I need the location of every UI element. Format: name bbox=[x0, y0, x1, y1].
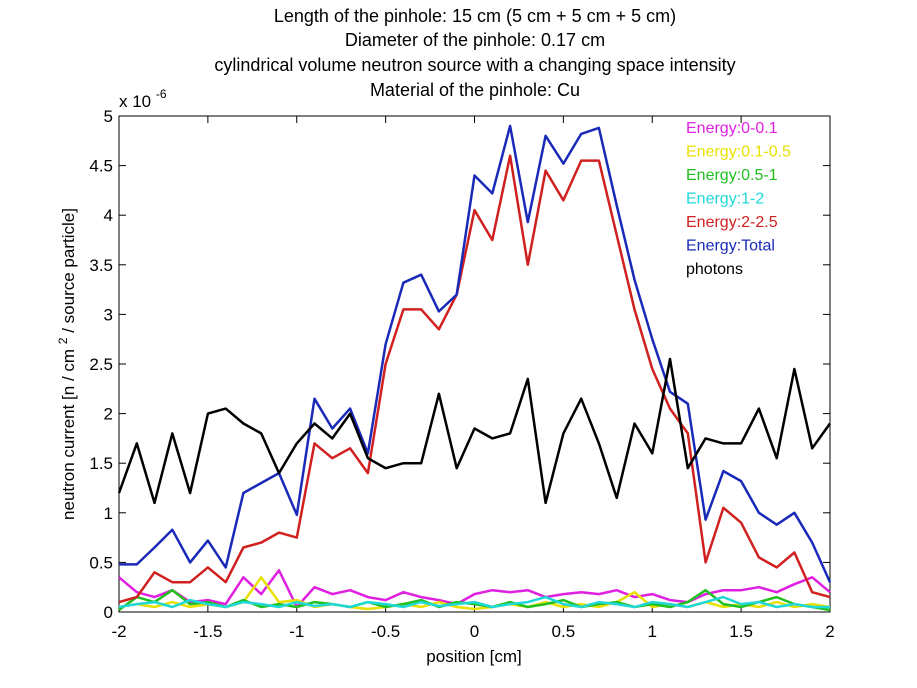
x-tick-label: -1.5 bbox=[193, 622, 222, 641]
chart-title-line-4: Material of the pinhole: Cu bbox=[370, 80, 580, 100]
legend-entry: Energy:0.5-1 bbox=[686, 167, 778, 184]
y-tick-label: 1 bbox=[104, 504, 113, 523]
tick-marks bbox=[118, 115, 831, 613]
series-line-5 bbox=[118, 154, 831, 604]
x-axis-label: position [cm] bbox=[426, 647, 521, 666]
x-tick-label: 1 bbox=[648, 622, 657, 641]
legend-entry: photons bbox=[686, 261, 743, 278]
y-tick-label: 4 bbox=[104, 206, 113, 225]
y-tick-label: 1.5 bbox=[89, 454, 113, 473]
y-tick-label: 5 bbox=[104, 107, 113, 126]
series-line-3 bbox=[118, 588, 831, 612]
y-tick-labels: 0 0.5 1 1.5 2 2.5 3 3.5 4 4.5 5 bbox=[89, 107, 113, 622]
x-tick-label: 1.5 bbox=[729, 622, 753, 641]
y-axis-label-tail: / source particle] bbox=[59, 208, 78, 333]
y-tick-label: 4.5 bbox=[89, 157, 113, 176]
series-line-6 bbox=[119, 124, 832, 583]
y-exponent-label: x 10 -6 bbox=[119, 87, 167, 111]
y-exponent-base: x 10 bbox=[119, 92, 151, 111]
y-exponent-power: -6 bbox=[156, 87, 167, 101]
y-tick-label: 2.5 bbox=[89, 355, 113, 374]
x-tick-label: -2 bbox=[111, 622, 126, 641]
y-tick-label: 3.5 bbox=[89, 256, 113, 275]
legend-entry: Energy:1-2 bbox=[686, 191, 764, 208]
x-tick-label: 2 bbox=[825, 622, 834, 641]
chart-title-line-3: cylindrical volume neutron source with a… bbox=[214, 55, 735, 75]
legend: Energy:0-0.1 Energy:0.1-0.5 Energy:0.5-1 En… bbox=[686, 120, 791, 278]
chart-title-line-1: Length of the pinhole: 15 cm (5 cm + 5 c… bbox=[274, 6, 676, 26]
x-tick-labels: -2 -1.5 -1 -0.5 0 0.5 1 1.5 2 bbox=[111, 622, 834, 641]
y-tick-label: 3 bbox=[104, 305, 113, 324]
y-tick-label: 0 bbox=[104, 603, 113, 622]
y-axis-label: neutron current [n / cm 2 / source parti… bbox=[52, 208, 78, 520]
x-tick-label: 0.5 bbox=[552, 622, 576, 641]
y-axis-label-superscript: 2 bbox=[56, 337, 70, 344]
legend-entry: Energy:0.1-0.5 bbox=[686, 144, 791, 161]
y-axis-label-main: neutron current [n / cm bbox=[59, 349, 78, 520]
series-line-4 bbox=[118, 595, 830, 609]
x-tick-label: -0.5 bbox=[371, 622, 400, 641]
x-tick-label: 0 bbox=[470, 622, 479, 641]
legend-entry: Energy:0-0.1 bbox=[686, 120, 778, 137]
series-line-7 bbox=[117, 357, 832, 505]
series-line-1 bbox=[118, 569, 831, 609]
legend-entry: Energy:2-2.5 bbox=[686, 214, 778, 231]
series-lines bbox=[117, 124, 832, 612]
chart-title-line-2: Diameter of the pinhole: 0.17 cm bbox=[345, 30, 605, 50]
y-tick-label: 0.5 bbox=[89, 553, 113, 572]
y-tick-label: 2 bbox=[104, 405, 113, 424]
legend-entry: Energy:Total bbox=[686, 238, 775, 255]
x-tick-label: -1 bbox=[289, 622, 304, 641]
